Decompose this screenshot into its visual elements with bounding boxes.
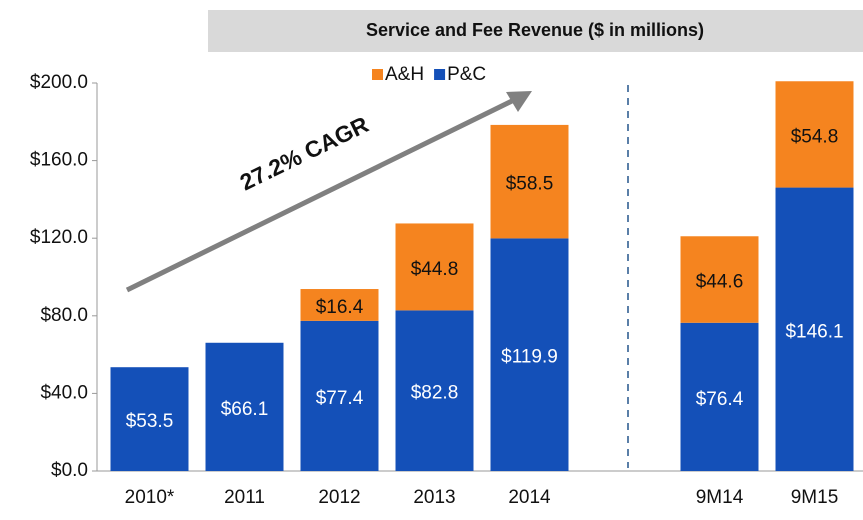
x-tick-label: 2010*: [125, 487, 175, 508]
value-label: $44.8: [411, 259, 459, 280]
x-tick-label: 9M14: [696, 487, 744, 508]
value-label: $82.8: [411, 383, 459, 404]
cagr-arrow: [125, 95, 520, 293]
value-label: $77.4: [316, 388, 364, 409]
arrow-head: [506, 91, 532, 112]
bar-segment: [490, 124, 569, 239]
x-tick-label: 2011: [224, 487, 265, 508]
bar-segment: [680, 236, 759, 323]
value-label: $16.4: [316, 297, 364, 318]
y-tick-label: $0.0: [51, 460, 88, 481]
value-label: $58.5: [506, 174, 554, 195]
bar-segment: [395, 223, 474, 311]
y-tick-label: $80.0: [40, 305, 88, 326]
bar-segment: [205, 342, 284, 471]
legend-label: A&H: [385, 64, 424, 85]
value-label: $119.9: [501, 347, 558, 368]
bar-segment: [490, 238, 569, 471]
x-tick-label: 9M15: [791, 487, 839, 508]
x-tick-label: 2012: [318, 487, 360, 508]
bar-segment: [775, 187, 854, 472]
bar-segment: [300, 320, 379, 471]
chart-title: Service and Fee Revenue ($ in millions): [366, 20, 704, 40]
bar-segment: [775, 81, 854, 188]
legend-swatch: [372, 69, 383, 80]
value-label: $44.6: [696, 272, 744, 293]
y-tick-label: $160.0: [30, 150, 88, 171]
value-label: $146.1: [785, 321, 843, 342]
bar-segment: [680, 322, 759, 471]
legend-swatch: [434, 69, 446, 80]
x-tick-label: 2014: [508, 487, 551, 508]
bar-segment: [300, 289, 379, 321]
value-label: $66.1: [221, 399, 269, 420]
y-tick-label: $200.0: [30, 72, 88, 93]
legend-label: P&C: [447, 64, 486, 85]
bar-segment: [110, 367, 189, 471]
cagr-annotation: 27.2% CAGR: [236, 111, 373, 196]
value-label: $53.5: [126, 411, 174, 432]
bar-segment: [395, 310, 474, 471]
title-band: [208, 10, 863, 52]
x-tick-label: 2013: [413, 487, 455, 508]
value-label: $54.8: [791, 126, 839, 147]
y-tick-label: $40.0: [40, 382, 88, 403]
value-label: $76.4: [696, 389, 744, 410]
y-tick-label: $120.0: [30, 227, 88, 248]
